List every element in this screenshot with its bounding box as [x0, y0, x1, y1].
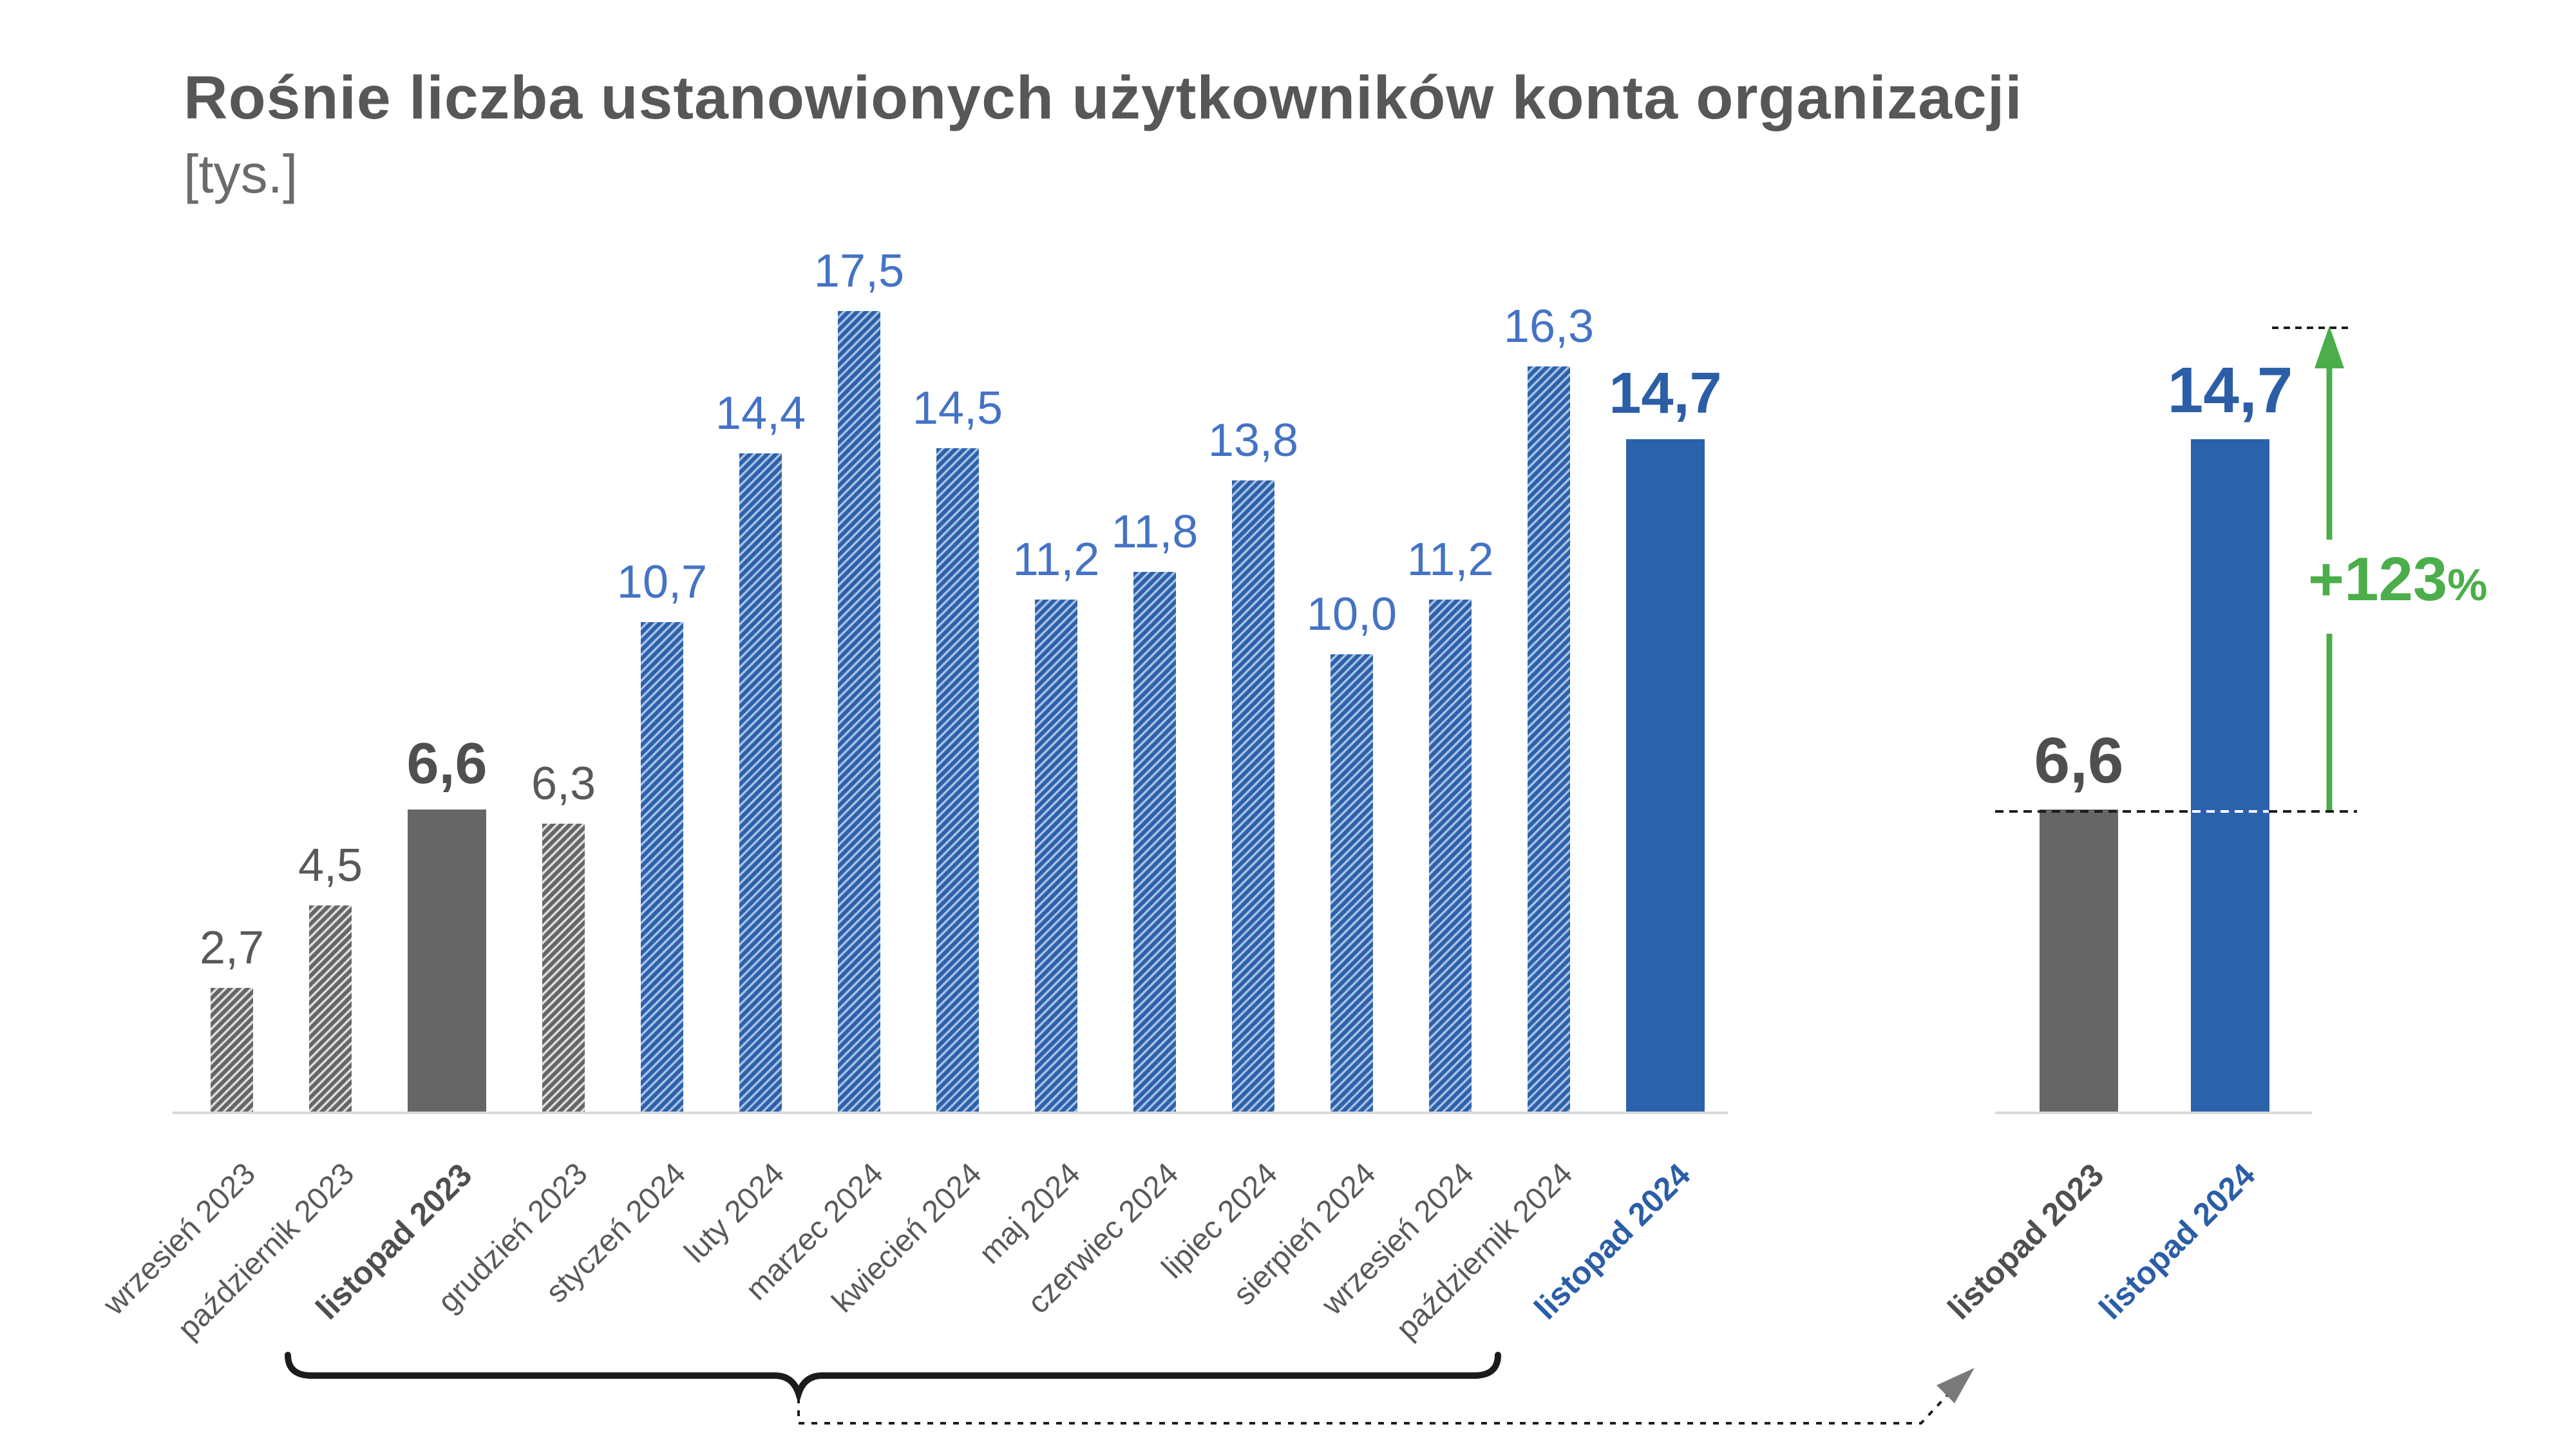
value-label-listopad-2024: 14,7 [2167, 354, 2293, 426]
connector-arrowhead-icon [1937, 1368, 1975, 1403]
value-label-marzec-2024: 17,5 [813, 245, 905, 297]
bar-marzec-2024 [838, 311, 880, 1112]
value-label-listopad-2024: 14,7 [1609, 361, 1722, 426]
value-label-listopad-2023: 6,6 [2034, 724, 2124, 797]
growth-arrow-head-icon [2315, 326, 2344, 368]
bar-październik-2024 [1528, 366, 1570, 1112]
bar-wrzesień-2024 [1429, 600, 1472, 1112]
bar-listopad-2024 [1626, 439, 1705, 1112]
bar-listopad-2024 [2191, 439, 2269, 1112]
value-label-grudzień-2023: 6,3 [531, 758, 596, 810]
page-title: Rośnie liczba ustanowionych użytkowników… [184, 64, 2023, 132]
axis-label-listopad-2023: listopad 2023 [1940, 1156, 2111, 1327]
value-label-październik-2023: 4,5 [298, 840, 363, 891]
growth-percent-sign: % [2447, 560, 2488, 610]
value-label-maj-2024: 11,2 [1012, 534, 1100, 585]
value-label-wrzesień-2023: 2,7 [199, 922, 265, 974]
bar-październik-2023 [309, 905, 352, 1112]
growth-amount: +123 [2308, 545, 2448, 614]
bar-czerwiec-2024 [1133, 572, 1176, 1112]
bar-luty-2024 [739, 453, 782, 1112]
value-label-luty-2024: 14,4 [715, 388, 806, 439]
bar-listopad-2023 [2040, 810, 2118, 1112]
bar-sierpień-2024 [1331, 654, 1373, 1112]
bar-grudzień-2023 [542, 824, 585, 1112]
bar-wrzesień-2023 [211, 988, 253, 1112]
value-label-lipiec-2024: 13,8 [1208, 415, 1299, 466]
bar-kwiecień-2024 [936, 448, 979, 1112]
value-label-listopad-2023: 6,6 [406, 732, 488, 796]
value-label-sierpień-2024: 10,0 [1306, 589, 1397, 640]
underbrace [285, 1352, 1501, 1405]
value-label-kwiecień-2024: 14,5 [912, 383, 1003, 434]
comparison-x-axis-line [1995, 1112, 2312, 1114]
growth-percent-label: +123% [2300, 549, 2496, 611]
value-label-styczeń-2024: 10,7 [616, 556, 708, 608]
main-x-axis-line [173, 1112, 1728, 1114]
unit-label: [tys.] [184, 144, 298, 204]
bar-listopad-2023 [408, 810, 486, 1112]
dotted-connector-line [797, 1392, 1950, 1425]
axis-label-listopad-2024: listopad 2024 [2092, 1156, 2262, 1327]
value-label-czerwiec-2024: 11,8 [1111, 506, 1198, 558]
value-label-październik-2024: 16,3 [1503, 301, 1595, 352]
bar-styczeń-2024 [641, 622, 683, 1112]
bar-lipiec-2024 [1232, 480, 1274, 1112]
bar-maj-2024 [1035, 600, 1077, 1112]
value-label-wrzesień-2024: 11,2 [1406, 534, 1494, 585]
